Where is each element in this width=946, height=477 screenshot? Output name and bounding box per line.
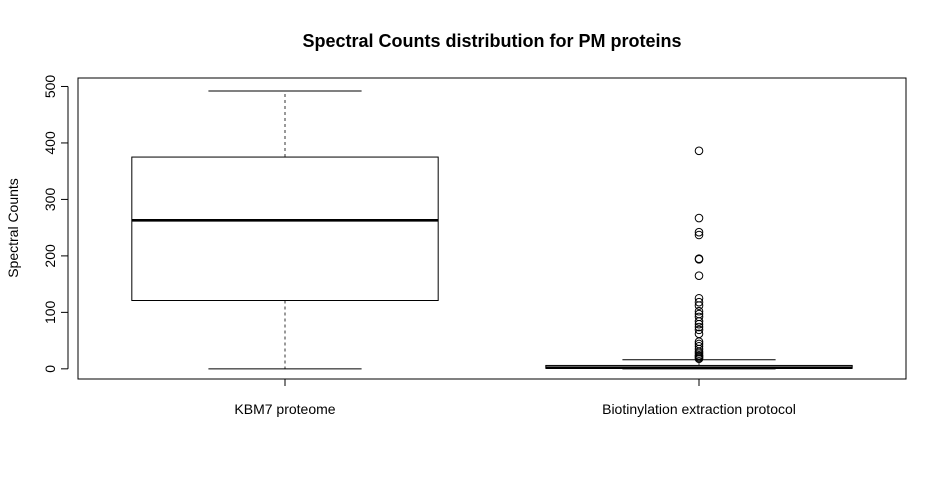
y-tick-label-500: 500 xyxy=(42,75,58,99)
outlier-point-6 xyxy=(694,271,704,280)
outlier-point-16 xyxy=(694,325,704,335)
outlier-point-27 xyxy=(694,354,704,363)
outlier-point-10 xyxy=(694,306,704,316)
outlier-point-8 xyxy=(694,297,704,307)
y-axis-label: Spectral Counts xyxy=(5,178,21,278)
y-tick-label-300: 300 xyxy=(42,188,58,212)
outlier-point-5 xyxy=(694,254,704,264)
iqr-box xyxy=(131,156,439,302)
outlier-point-15 xyxy=(694,322,704,332)
outlier-point-0 xyxy=(694,146,704,156)
x-tick-label-0: KBM7 proteome xyxy=(234,401,335,417)
outlier-point-1 xyxy=(694,213,704,223)
outlier-point-14 xyxy=(694,319,704,329)
outlier-point-3 xyxy=(694,230,704,240)
outlier-point-13 xyxy=(694,317,704,326)
box-group-1 xyxy=(545,146,853,370)
y-tick-label-100: 100 xyxy=(42,300,58,324)
y-tick-label-200: 200 xyxy=(42,244,58,268)
x-axis: KBM7 proteome Biotinylation extraction pr… xyxy=(234,378,796,417)
y-tick-label-0: 0 xyxy=(42,365,58,373)
outlier-point-9 xyxy=(694,301,704,310)
y-tick-label-400: 400 xyxy=(42,131,58,155)
y-axis: 0 100 200 300 400 500 xyxy=(42,75,69,373)
x-tick-label-1: Biotinylation extraction protocol xyxy=(602,401,796,417)
boxes-layer xyxy=(131,90,853,370)
outlier-point-2 xyxy=(694,227,704,237)
box-group-0 xyxy=(131,90,439,370)
chart-title: Spectral Counts distribution for PM prot… xyxy=(302,31,681,51)
